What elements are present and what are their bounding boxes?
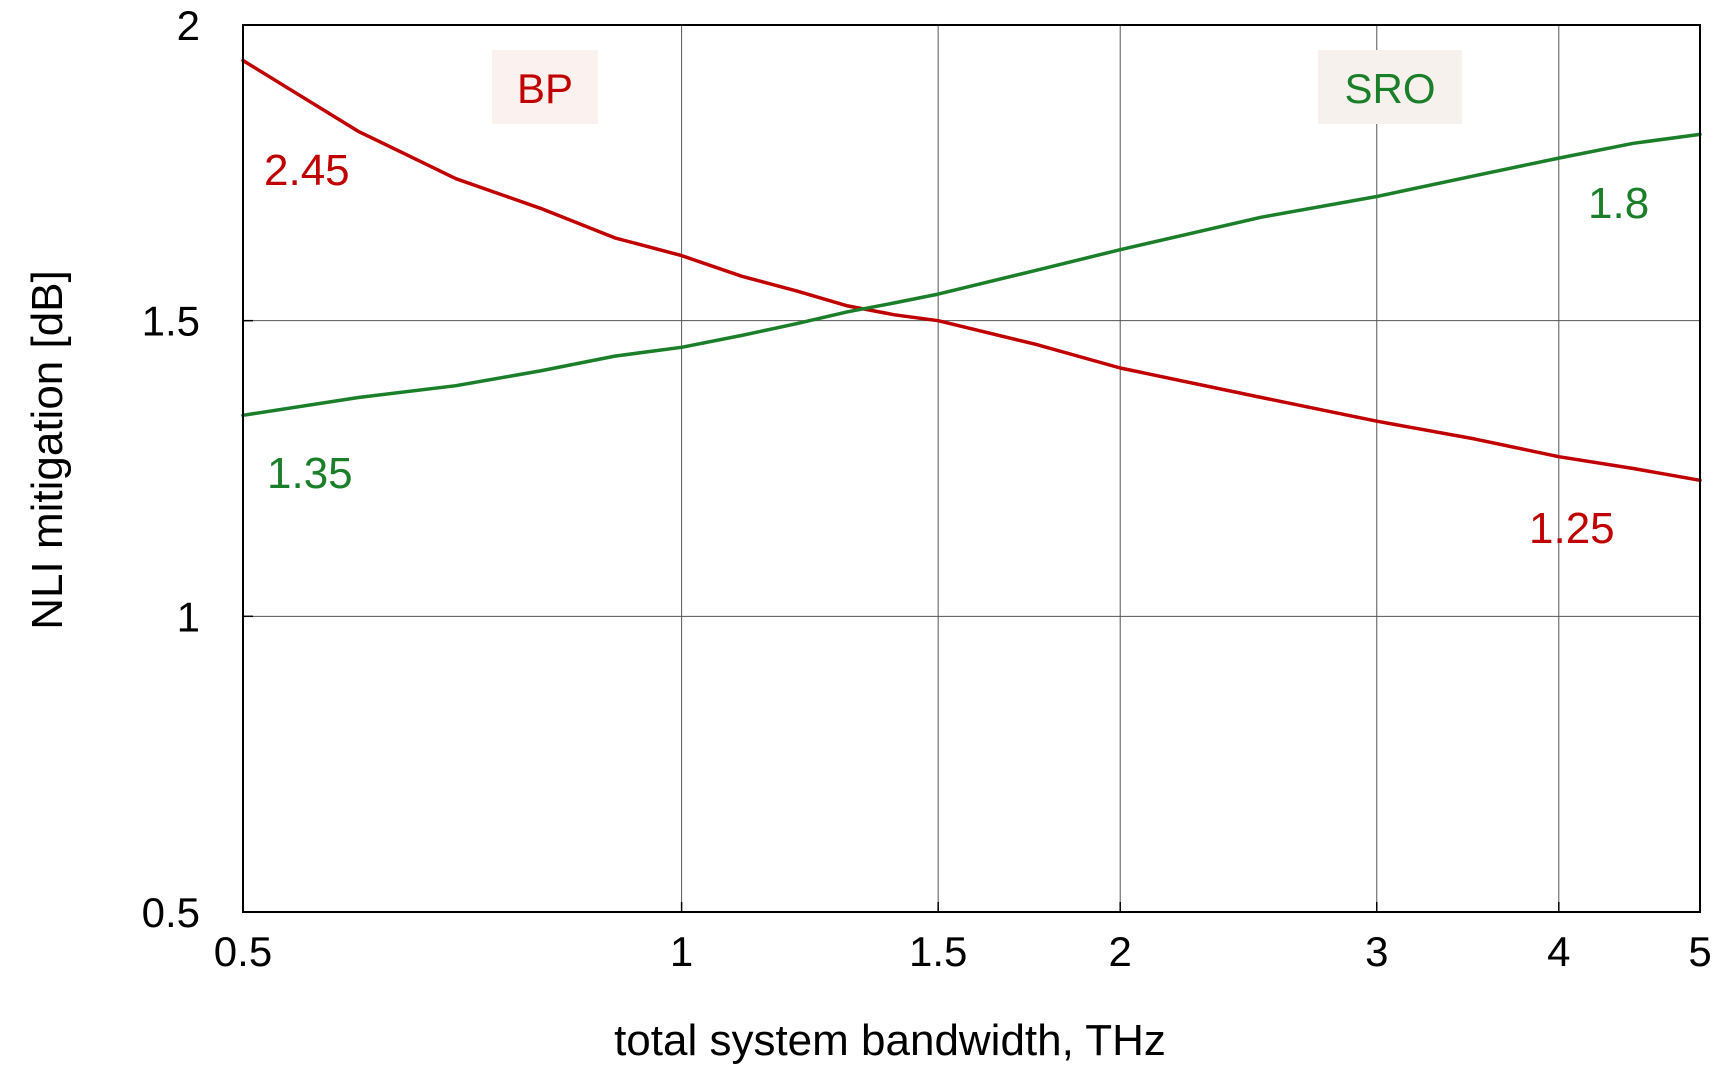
x-axis-title: total system bandwidth, THz: [614, 1016, 1166, 1065]
series-line-sro: [241, 132, 1702, 418]
plot-frame: [242, 24, 1701, 913]
x-tick-label: 3: [1365, 928, 1388, 975]
y-tick-label: 0.5: [142, 889, 200, 936]
x-tick-label: 2: [1109, 928, 1132, 975]
annotation-bp-start: 2.45: [264, 146, 350, 195]
x-tick-label: 5: [1688, 928, 1711, 975]
y-tick-labels: 0.5 1 1.5 2: [142, 2, 253, 936]
y-tick-label: 2: [177, 2, 200, 49]
annotation-sro-start: 1.35: [267, 449, 353, 498]
y-tick-label: 1: [177, 593, 200, 640]
y-tick-label: 1.5: [142, 298, 200, 345]
plot-series: [241, 58, 1702, 483]
bp-label-box: [492, 50, 598, 124]
sro-series-label: SRO: [1344, 65, 1435, 112]
series-line-bp: [241, 58, 1702, 483]
x-tick-label: 4: [1547, 928, 1570, 975]
x-tick-label: 0.5: [214, 928, 272, 975]
annotation-sro-end: 1.8: [1588, 179, 1649, 228]
x-tick-label: 1: [670, 928, 693, 975]
x-tick-labels: 0.5 1 1.5 2 3 4 5: [214, 902, 1712, 975]
sro-label-box: [1318, 50, 1462, 124]
bp-series-label: BP: [517, 65, 573, 112]
annotation-bp-end: 1.25: [1529, 504, 1615, 553]
x-tick-label: 1.5: [909, 928, 967, 975]
grid: [243, 25, 1700, 912]
y-axis-title: NLI mitigation [dB]: [23, 270, 72, 630]
